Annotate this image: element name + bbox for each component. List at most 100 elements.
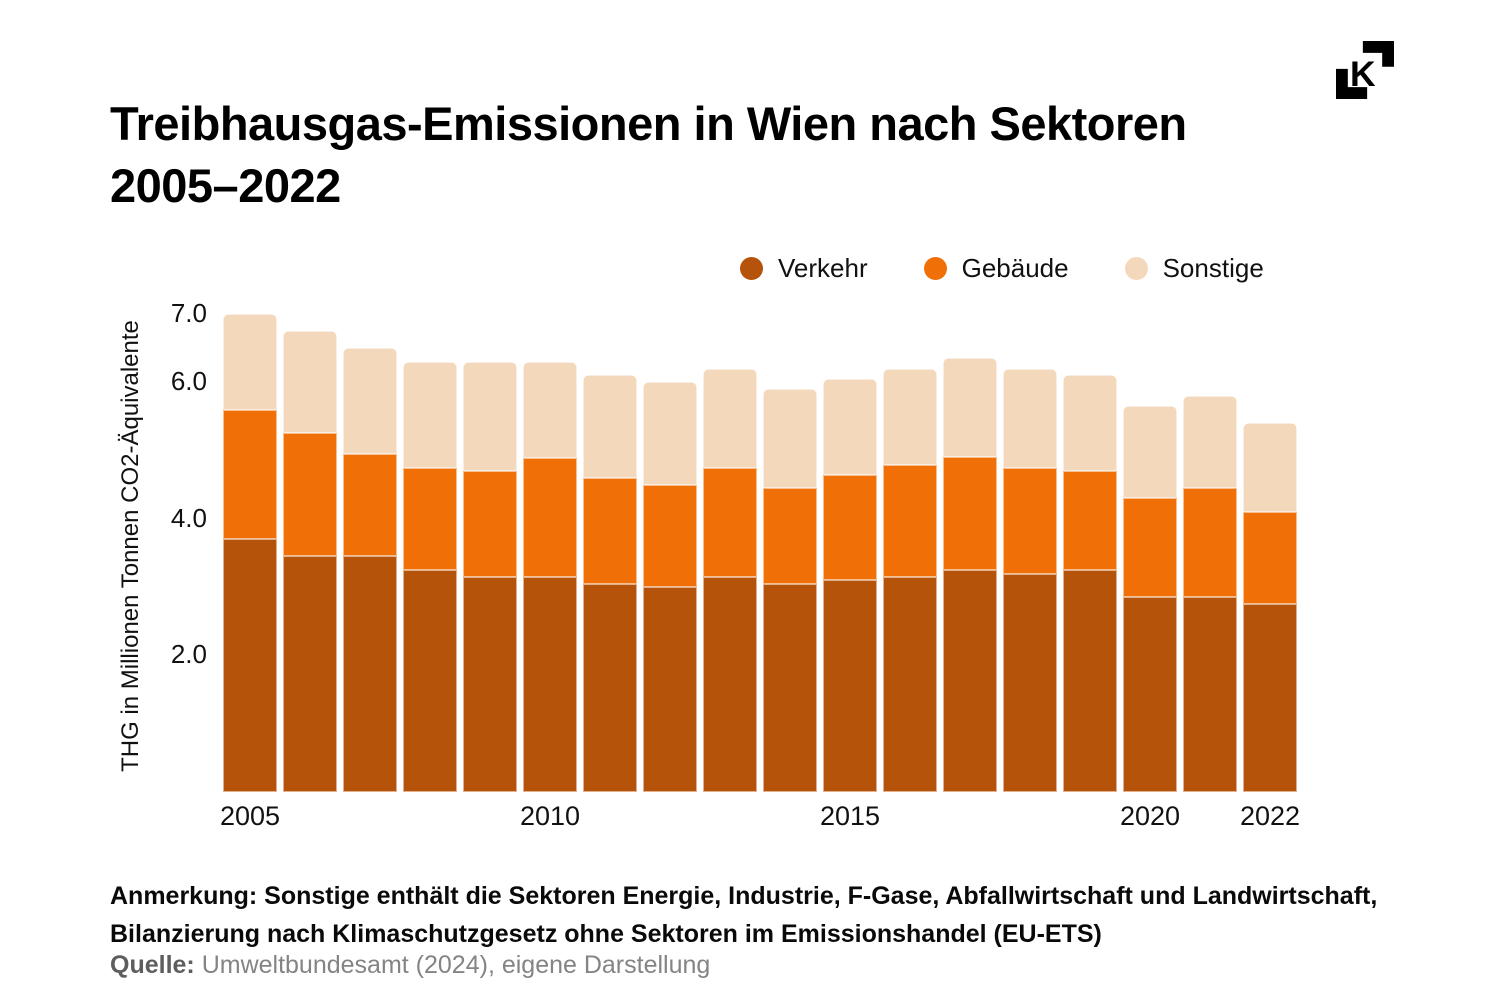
x-tick-2022: 2022 <box>1239 801 1301 831</box>
legend-label: Verkehr <box>778 253 868 283</box>
bar-2012-sonstige <box>643 382 697 485</box>
bar-2017-sonstige <box>943 358 997 458</box>
bar-2011-sonstige <box>583 375 637 478</box>
legend-label: Gebäude <box>961 253 1069 283</box>
legend-swatch-icon <box>1124 257 1148 280</box>
bar-2005-gebäude <box>223 409 277 540</box>
bar-2008-gebäude <box>403 467 457 571</box>
bar-2010-gebäude <box>523 457 577 577</box>
bar-2010-sonstige <box>523 362 577 458</box>
y-tick-2.0: 2.0 <box>170 639 207 670</box>
chart-note: Anmerkung: Sonstige enthält die Sektoren… <box>110 882 1378 948</box>
bar-2022-verkehr <box>1243 604 1297 792</box>
bar-2008 <box>403 362 457 792</box>
bar-2011 <box>583 375 637 792</box>
chart-legend: Verkehr Gebäude Sonstige <box>740 253 1264 284</box>
bar-2008-sonstige <box>403 362 457 468</box>
x-tick-2015: 2015 <box>819 801 881 831</box>
source-label: Quelle: <box>110 951 195 979</box>
bar-2009 <box>463 362 517 792</box>
bar-2019-gebäude <box>1063 471 1117 571</box>
bar-2011-verkehr <box>583 583 637 792</box>
bar-2015 <box>823 379 877 792</box>
bar-2014-verkehr <box>763 583 817 792</box>
bar-2015-sonstige <box>823 379 877 475</box>
source-text: Umweltbundesamt (2024), eigene Darstellu… <box>194 951 711 979</box>
bar-2017 <box>943 358 997 792</box>
bar-2010-verkehr <box>523 577 577 792</box>
bar-2022-gebäude <box>1243 511 1297 605</box>
x-tick-2010: 2010 <box>519 801 581 831</box>
bar-2006-verkehr <box>283 556 337 792</box>
bar-2021-verkehr <box>1183 597 1237 792</box>
legend-item-sonstige: Sonstige <box>1124 253 1264 284</box>
x-tick-2005: 2005 <box>219 801 281 831</box>
bar-2013-sonstige <box>703 369 757 468</box>
bar-2022-sonstige <box>1243 423 1297 512</box>
bar-2007-verkehr <box>343 556 397 792</box>
x-tick-2020: 2020 <box>1119 801 1181 831</box>
bar-2018-gebäude <box>1003 467 1057 574</box>
bar-2005-sonstige <box>223 314 277 410</box>
bar-2018 <box>1003 369 1057 792</box>
legend-item-gebäude: Gebäude <box>923 253 1069 284</box>
bar-2022 <box>1243 423 1297 792</box>
bar-2008-verkehr <box>403 570 457 792</box>
bar-2014-sonstige <box>763 389 817 489</box>
bar-2020-verkehr <box>1123 597 1177 792</box>
bar-2005 <box>223 314 277 792</box>
bar-2015-gebäude <box>823 474 877 581</box>
y-tick-7.0: 7.0 <box>170 297 207 328</box>
bar-2007-gebäude <box>343 453 397 557</box>
bar-2016-sonstige <box>883 369 937 465</box>
legend-swatch-icon <box>740 257 763 280</box>
bar-2018-sonstige <box>1003 369 1057 468</box>
chart-source: Quelle: Umweltbundesamt (2024), eigene D… <box>110 951 710 980</box>
bar-2019-verkehr <box>1063 570 1117 792</box>
bar-2010 <box>523 362 577 792</box>
bar-2016 <box>883 369 937 792</box>
bar-2021-sonstige <box>1183 396 1237 489</box>
bar-2006-gebäude <box>283 433 337 557</box>
bar-2013-verkehr <box>703 577 757 792</box>
bar-2005-verkehr <box>223 539 277 792</box>
bar-2013-gebäude <box>703 467 757 578</box>
bar-2020-gebäude <box>1123 498 1177 598</box>
legend-item-verkehr: Verkehr <box>740 253 868 284</box>
logo-bracket-top-right-icon <box>1362 41 1394 67</box>
bar-2015-verkehr <box>823 580 877 792</box>
bar-2007 <box>343 348 397 792</box>
bar-2020 <box>1123 406 1177 792</box>
bar-2017-gebäude <box>943 457 997 571</box>
y-tick-6.0: 6.0 <box>170 366 207 397</box>
bar-2012 <box>643 382 697 792</box>
bar-2019 <box>1063 375 1117 792</box>
bar-2009-gebäude <box>463 471 517 577</box>
bar-2013 <box>703 369 757 792</box>
bar-2020-sonstige <box>1123 406 1177 499</box>
legend-swatch-icon <box>923 257 947 280</box>
bar-2006-sonstige <box>283 331 337 434</box>
bar-2018-verkehr <box>1003 573 1057 792</box>
bar-2009-sonstige <box>463 362 517 472</box>
bar-2014-gebäude <box>763 488 817 584</box>
bar-2012-verkehr <box>643 587 697 792</box>
page-title: Treibhausgas-Emissionen in Wien nach Sek… <box>110 97 1187 212</box>
bar-2011-gebäude <box>583 477 637 584</box>
bar-2009-verkehr <box>463 577 517 792</box>
bar-2021-gebäude <box>1183 488 1237 598</box>
bar-2014 <box>763 389 817 792</box>
kontrast-logo: K <box>1336 41 1394 99</box>
bar-2012-gebäude <box>643 484 697 588</box>
y-tick-4.0: 4.0 <box>170 502 207 533</box>
bar-2007-sonstige <box>343 348 397 454</box>
logo-bracket-bottom-left-icon <box>1336 68 1368 99</box>
bar-2006 <box>283 331 337 792</box>
bar-2017-verkehr <box>943 570 997 792</box>
logo-letter: K <box>1350 54 1376 94</box>
bar-2016-verkehr <box>883 577 937 792</box>
bar-2021 <box>1183 396 1237 792</box>
legend-label: Sonstige <box>1162 253 1264 283</box>
